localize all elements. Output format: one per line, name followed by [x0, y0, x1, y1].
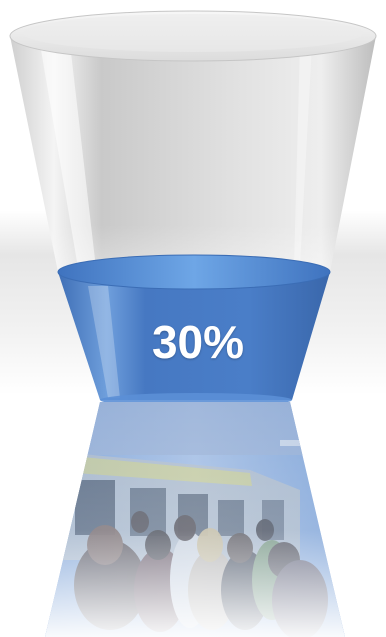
subway-photo	[45, 402, 345, 637]
percentage-label: 30%	[151, 316, 245, 368]
glass-body	[10, 36, 376, 272]
glass-rim	[9, 10, 377, 62]
